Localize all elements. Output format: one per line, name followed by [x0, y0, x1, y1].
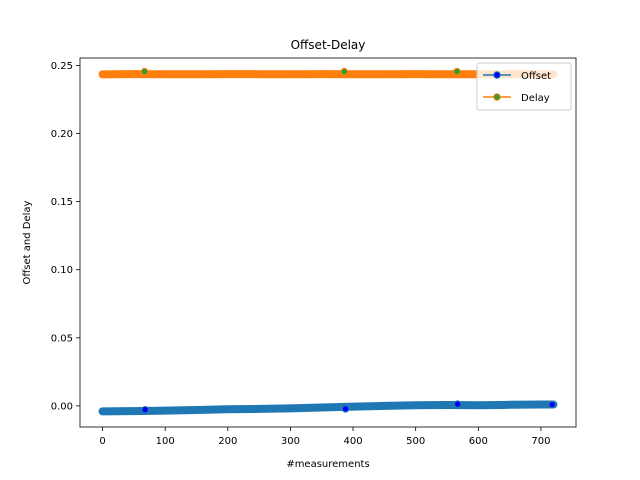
x-tick-label: 300	[281, 436, 300, 447]
y-axis-label: Offset and Delay	[22, 200, 33, 284]
axis-ticks: 0 100 200 300 400 500 600 700 0.00 0.05 0.10 0.15 0.…	[51, 61, 551, 447]
legend: Offset Delay	[476, 62, 572, 111]
offset-legend-marker	[493, 71, 501, 79]
x-tick-label: 700	[531, 436, 550, 447]
x-tick-label: 400	[344, 436, 363, 447]
offset-marker	[341, 405, 350, 413]
offset-marker	[141, 406, 149, 414]
offset-series-line	[98, 400, 558, 416]
offset-marker	[453, 400, 462, 408]
delay-marker	[340, 67, 348, 76]
x-tick-label: 600	[469, 436, 488, 447]
delay-legend-label: Delay	[521, 93, 550, 104]
delay-marker	[140, 67, 149, 76]
axes-frame	[79, 57, 577, 428]
x-tick-label: 500	[406, 436, 425, 447]
y-tick-label: 0.20	[51, 129, 73, 140]
offset-legend-label: Offset	[521, 71, 551, 82]
y-tick-label: 0.00	[51, 401, 73, 412]
x-tick-label: 200	[218, 436, 237, 447]
delay-marker	[453, 67, 461, 76]
delay-legend-marker	[493, 93, 501, 101]
y-tick-label: 0.05	[51, 333, 73, 344]
chart-title: Offset-Delay	[291, 38, 366, 52]
x-tick-label: 0	[99, 436, 105, 447]
y-tick-label: 0.25	[51, 61, 73, 72]
offset-marker	[548, 400, 556, 409]
y-tick-label: 0.10	[51, 265, 73, 276]
x-tick-label: 100	[156, 436, 175, 447]
y-tick-label: 0.15	[51, 197, 73, 208]
x-axis-label: #measurements	[286, 459, 369, 470]
